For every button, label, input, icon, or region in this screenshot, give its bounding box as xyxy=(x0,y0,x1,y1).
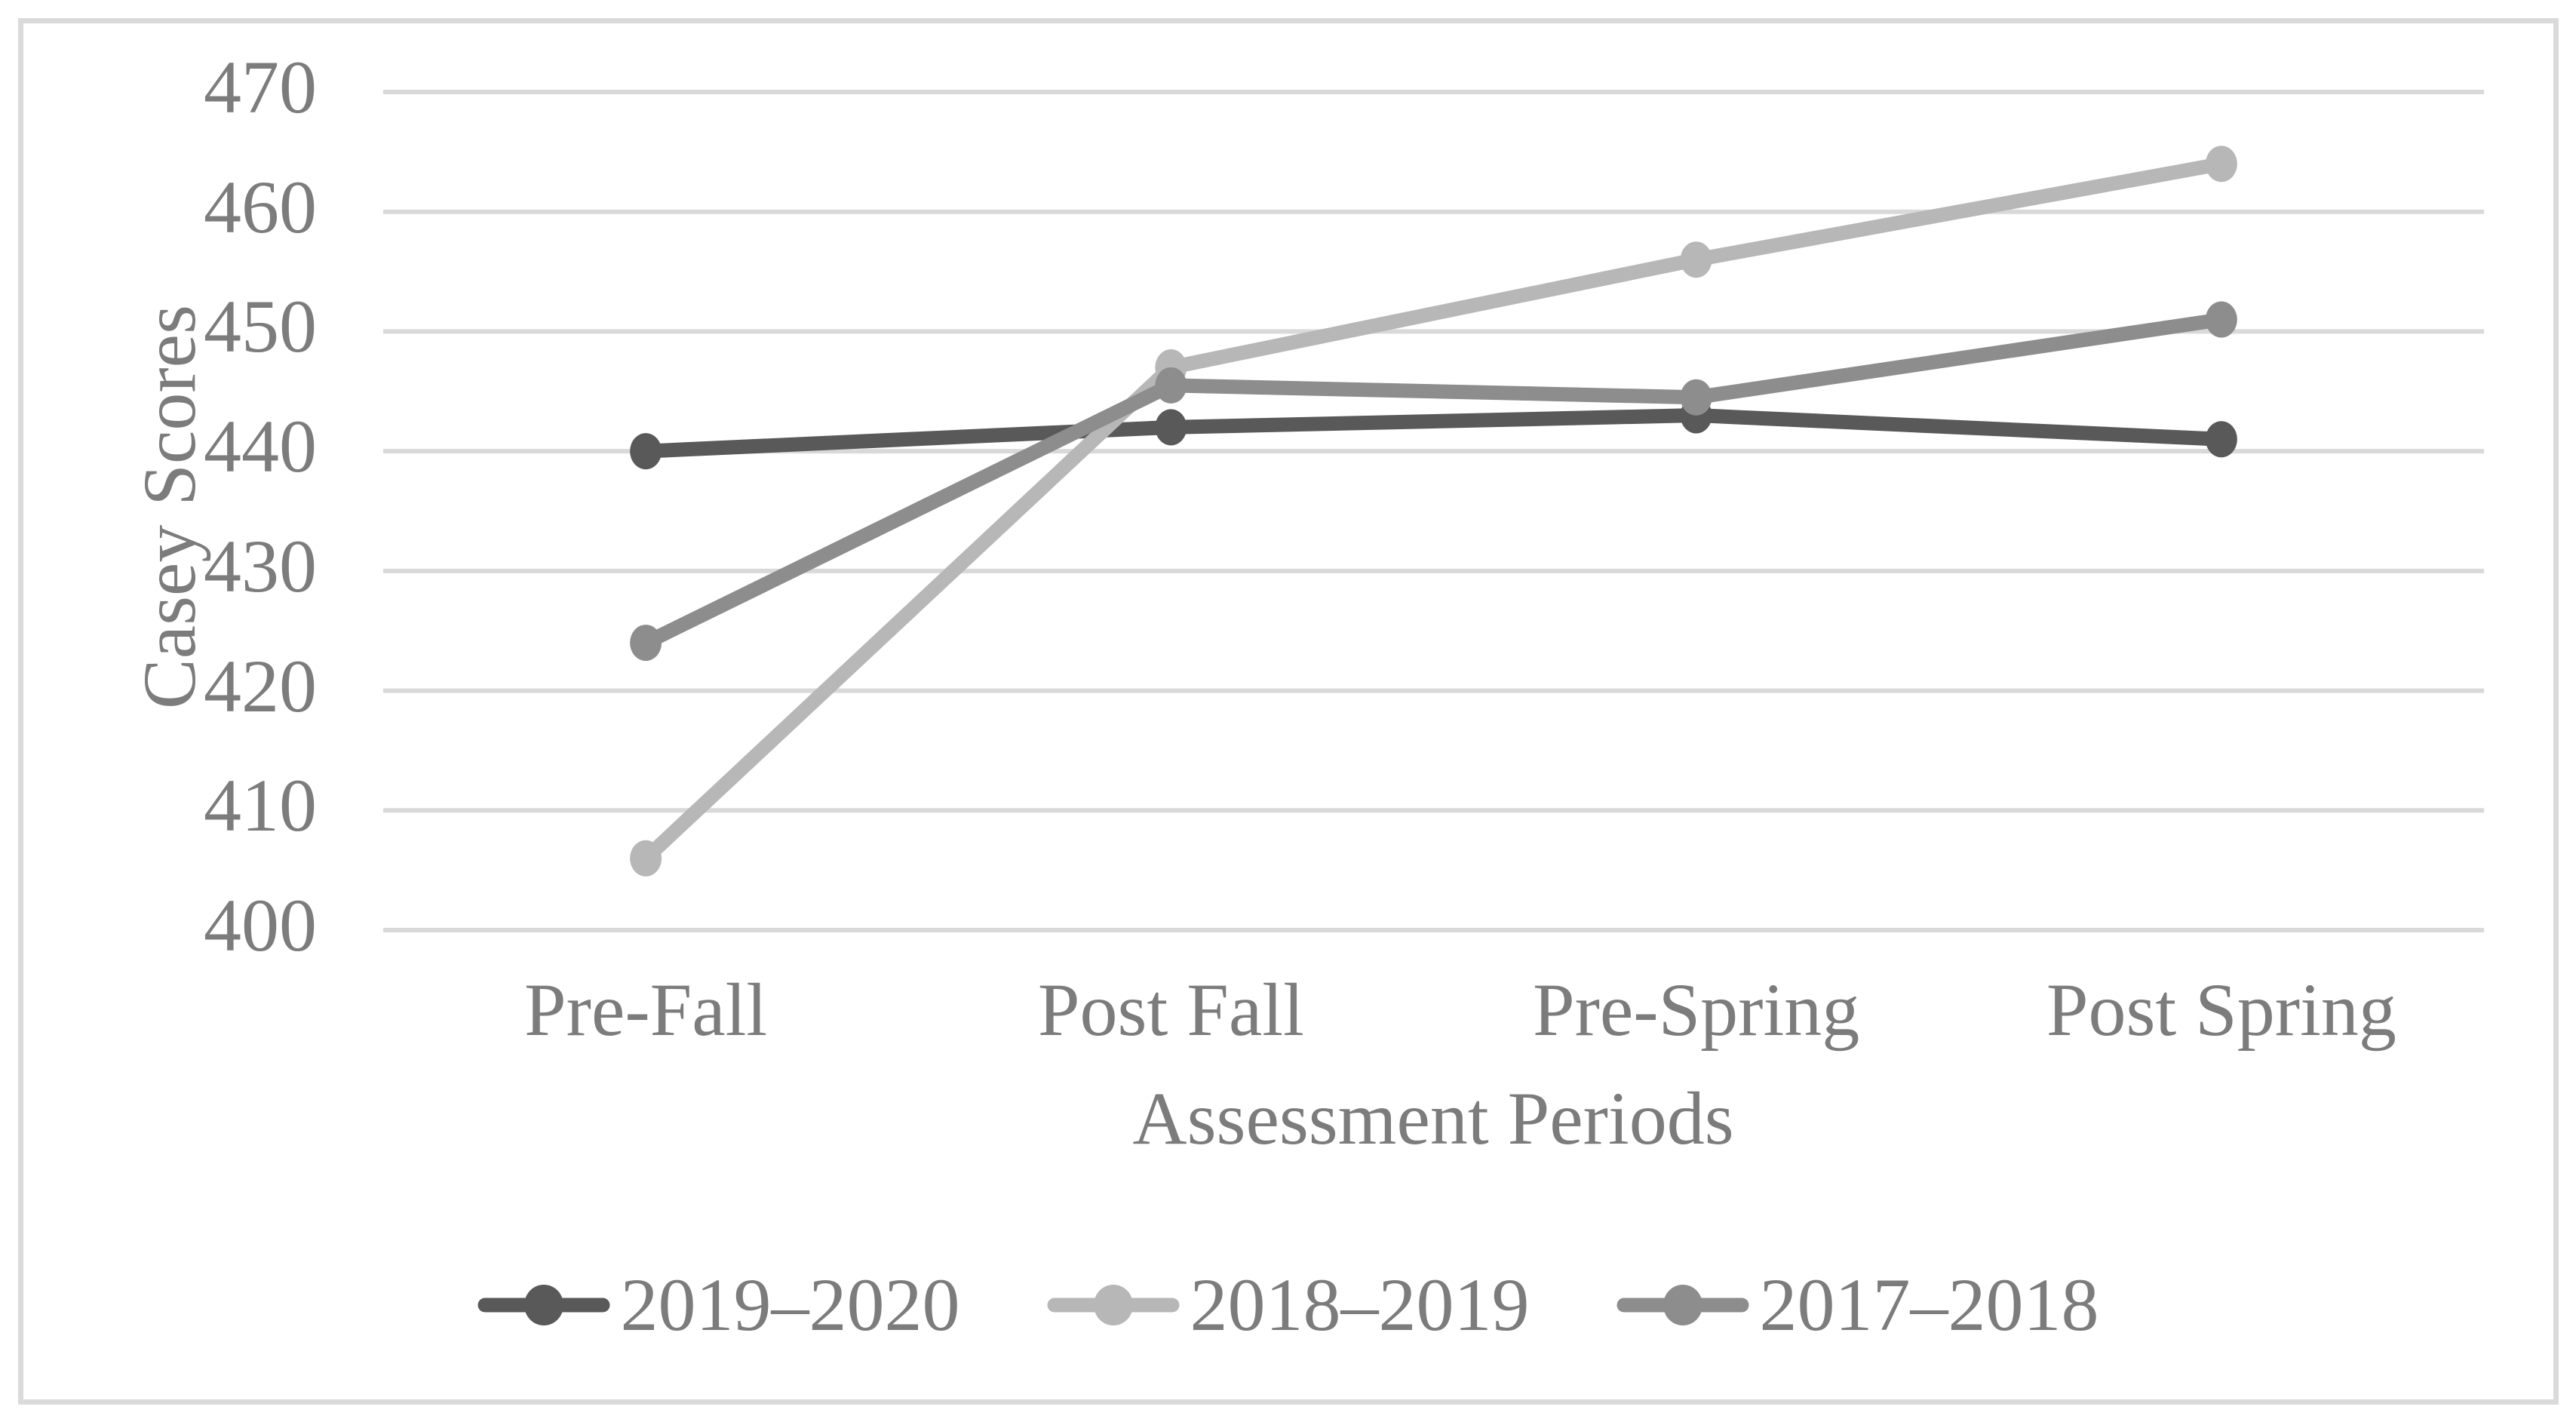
x-category-label: Post Spring xyxy=(2046,968,2396,1052)
legend-label: 2018–2019 xyxy=(1190,1263,1530,1347)
series-line-2018-2019 xyxy=(640,156,2223,864)
y-tick-label: 440 xyxy=(204,404,317,489)
y-tick-label: 420 xyxy=(204,643,317,728)
legend-line-marker-icon xyxy=(477,1285,609,1325)
series-line-2019-2020 xyxy=(645,408,2222,459)
legend-item: 2019–2020 xyxy=(477,1264,960,1347)
legend-line-marker-icon xyxy=(1047,1285,1179,1325)
legend-item: 2018–2019 xyxy=(1047,1264,1530,1347)
data-point-marker xyxy=(630,840,662,877)
data-point-marker xyxy=(1155,409,1187,446)
legend-label: 2019–2020 xyxy=(620,1263,960,1347)
x-category-label: Pre-Spring xyxy=(1532,968,1860,1052)
y-tick-label: 470 xyxy=(204,45,317,129)
series-line-2017-2018 xyxy=(642,312,2223,650)
y-axis-title: Casey Scores xyxy=(127,305,211,709)
chart-border-frame xyxy=(18,18,2559,1405)
legend-marker-dot xyxy=(523,1285,563,1325)
legend-marker-dot xyxy=(1663,1285,1702,1325)
data-point-marker xyxy=(1155,367,1187,404)
chart-legend: 2019–2020 2018–2019 2017–2018 xyxy=(0,1263,2576,1347)
legend-line-marker-icon xyxy=(1617,1285,1749,1325)
legend-label: 2017–2018 xyxy=(1759,1263,2099,1347)
y-tick-label: 430 xyxy=(204,524,317,608)
y-tick-label: 460 xyxy=(204,164,317,249)
legend-item: 2017–2018 xyxy=(1617,1264,2099,1347)
data-point-marker xyxy=(630,433,662,470)
x-category-label: Post Fall xyxy=(1037,968,1304,1052)
data-point-marker xyxy=(2205,421,2237,458)
data-point-marker xyxy=(2205,301,2237,338)
y-tick-label: 410 xyxy=(204,763,317,848)
y-tick-label: 400 xyxy=(204,883,317,967)
x-axis-title: Assessment Periods xyxy=(1132,1076,1734,1160)
data-point-marker xyxy=(630,625,662,662)
x-category-label: Pre-Fall xyxy=(524,968,768,1052)
legend-marker-dot xyxy=(1093,1285,1133,1325)
data-point-marker xyxy=(1680,379,1712,416)
data-point-marker xyxy=(2205,146,2237,183)
y-tick-label: 450 xyxy=(204,284,317,369)
data-point-marker xyxy=(1680,241,1712,278)
